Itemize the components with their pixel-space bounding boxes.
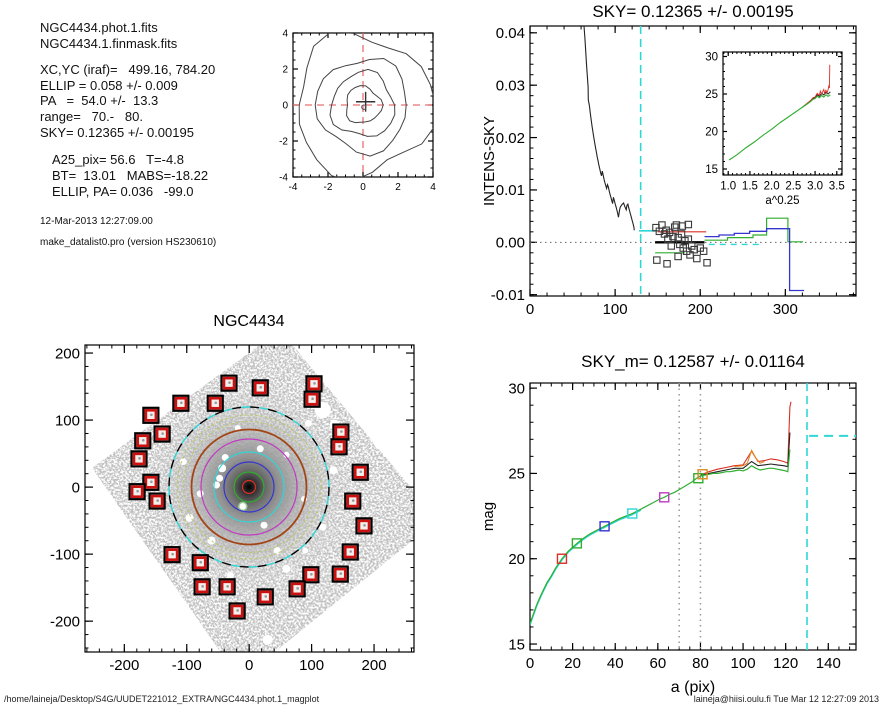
svg-text:-2: -2 xyxy=(324,182,333,193)
info-line: ELLIP = 0.058 +/- 0.009 xyxy=(40,77,178,93)
svg-text:0: 0 xyxy=(526,301,534,318)
svg-text:0: 0 xyxy=(360,182,366,193)
svg-text:20: 20 xyxy=(508,551,525,568)
svg-text:25: 25 xyxy=(508,466,525,483)
svg-text:80: 80 xyxy=(692,655,709,672)
info-line: A25_pix= 56.6 T=-4.8 xyxy=(52,152,185,168)
svg-text:30: 30 xyxy=(705,52,718,64)
svg-text:-100: -100 xyxy=(50,546,80,563)
svg-text:0: 0 xyxy=(526,655,534,672)
svg-text:INTENS-SKY: INTENS-SKY xyxy=(481,116,498,206)
svg-text:0: 0 xyxy=(245,657,253,674)
svg-text:4: 4 xyxy=(282,29,288,40)
svg-text:0.02: 0.02 xyxy=(496,130,525,147)
info-line: 12-Mar-2013 12:27:09.00 xyxy=(40,215,153,227)
svg-text:140: 140 xyxy=(816,655,841,672)
svg-text:3.0: 3.0 xyxy=(807,181,823,193)
info-line: BT= 13.01 MABS=-18.22 xyxy=(52,167,209,183)
info-line: PA = 54.0 +/- 13.3 xyxy=(40,93,159,109)
svg-text:-4: -4 xyxy=(289,182,298,193)
svg-text:15: 15 xyxy=(508,636,525,653)
info-line: XC,YC (iraf)= 499.16, 784.20 xyxy=(40,61,216,77)
svg-text:200: 200 xyxy=(362,657,387,674)
svg-text:200: 200 xyxy=(55,345,80,362)
info-text-block: NGC4434.phot.1.fits NGC4434.1.finmask.fit… xyxy=(40,20,216,249)
skym-plot-title: SKY_m= 0.12587 +/- 0.01164 xyxy=(581,352,805,371)
svg-text:30: 30 xyxy=(508,380,525,397)
info-line: SKY= 0.12365 +/- 0.00195 xyxy=(40,125,194,141)
svg-text:0.03: 0.03 xyxy=(496,77,525,94)
svg-text:-200: -200 xyxy=(109,657,139,674)
svg-text:100: 100 xyxy=(55,412,80,429)
sky-mag-plot: SKY_m= 0.12587 +/- 0.01164 mag a (pix) 0 20 4… xyxy=(480,340,885,708)
output-file-path: /home/laineja/Desktop/S4G/UUDET221012_EX… xyxy=(4,694,320,704)
svg-text:0: 0 xyxy=(72,479,80,496)
sky-intensity-plot: SKY= 0.12365 +/- 0.00195 INTENS-SKY 0 100 20… xyxy=(480,0,885,334)
svg-text:3.5: 3.5 xyxy=(829,181,845,193)
galaxy-title: NGC4434 xyxy=(213,313,284,330)
skym-xlabel: a (pix) xyxy=(671,679,715,696)
svg-text:2.5: 2.5 xyxy=(785,181,801,193)
inset-xlabel: a^0.25 xyxy=(765,195,799,207)
svg-text:-0.01: -0.01 xyxy=(491,287,525,304)
svg-text:1.5: 1.5 xyxy=(742,181,758,193)
svg-text:15: 15 xyxy=(705,164,718,176)
svg-text:300: 300 xyxy=(773,301,798,318)
svg-text:100: 100 xyxy=(299,657,324,674)
svg-text:-2: -2 xyxy=(279,137,288,148)
info-line: ELLIP, PA= 0.036 -99.0 xyxy=(52,183,194,199)
svg-text:-4: -4 xyxy=(279,173,288,184)
svg-text:0.04: 0.04 xyxy=(496,25,525,42)
svg-text:20: 20 xyxy=(564,655,581,672)
svg-text:-100: -100 xyxy=(172,657,202,674)
svg-text:0: 0 xyxy=(282,101,288,112)
galaxy-image-plot: NGC4434 -200 -100 0 100 200 -200 -100 0 100 200 xyxy=(30,300,465,692)
sky-plot-title: SKY= 0.12365 +/- 0.00195 xyxy=(592,2,793,21)
user-timestamp: laineja@hiisi.oulu.fi Tue Mar 12 12:27:0… xyxy=(693,694,879,704)
info-line: NGC4434.phot.1.fits xyxy=(40,20,158,35)
svg-text:200: 200 xyxy=(688,301,713,318)
svg-text:mag: mag xyxy=(480,502,497,531)
svg-text:100: 100 xyxy=(731,655,756,672)
info-line: make_datalist0.pro (version HS230610) xyxy=(40,236,217,248)
svg-text:60: 60 xyxy=(649,655,666,672)
svg-text:40: 40 xyxy=(607,655,624,672)
info-line: range= 70.- 80. xyxy=(40,109,143,125)
svg-text:2: 2 xyxy=(282,65,288,76)
svg-text:0.01: 0.01 xyxy=(496,182,525,199)
svg-text:120: 120 xyxy=(773,655,798,672)
svg-text:2: 2 xyxy=(395,182,401,193)
info-line: NGC4434.1.finmask.fits xyxy=(40,35,178,51)
contour-mini-plot: -4 -2 0 2 4 -4 -2 0 2 4 xyxy=(270,15,470,210)
svg-text:2.0: 2.0 xyxy=(764,181,780,193)
svg-text:100: 100 xyxy=(603,301,628,318)
svg-text:20: 20 xyxy=(705,127,718,139)
svg-text:4: 4 xyxy=(430,182,436,193)
svg-text:25: 25 xyxy=(705,89,718,101)
svg-text:0.00: 0.00 xyxy=(496,235,525,252)
svg-text:-200: -200 xyxy=(50,613,80,630)
svg-text:1.0: 1.0 xyxy=(720,181,736,193)
